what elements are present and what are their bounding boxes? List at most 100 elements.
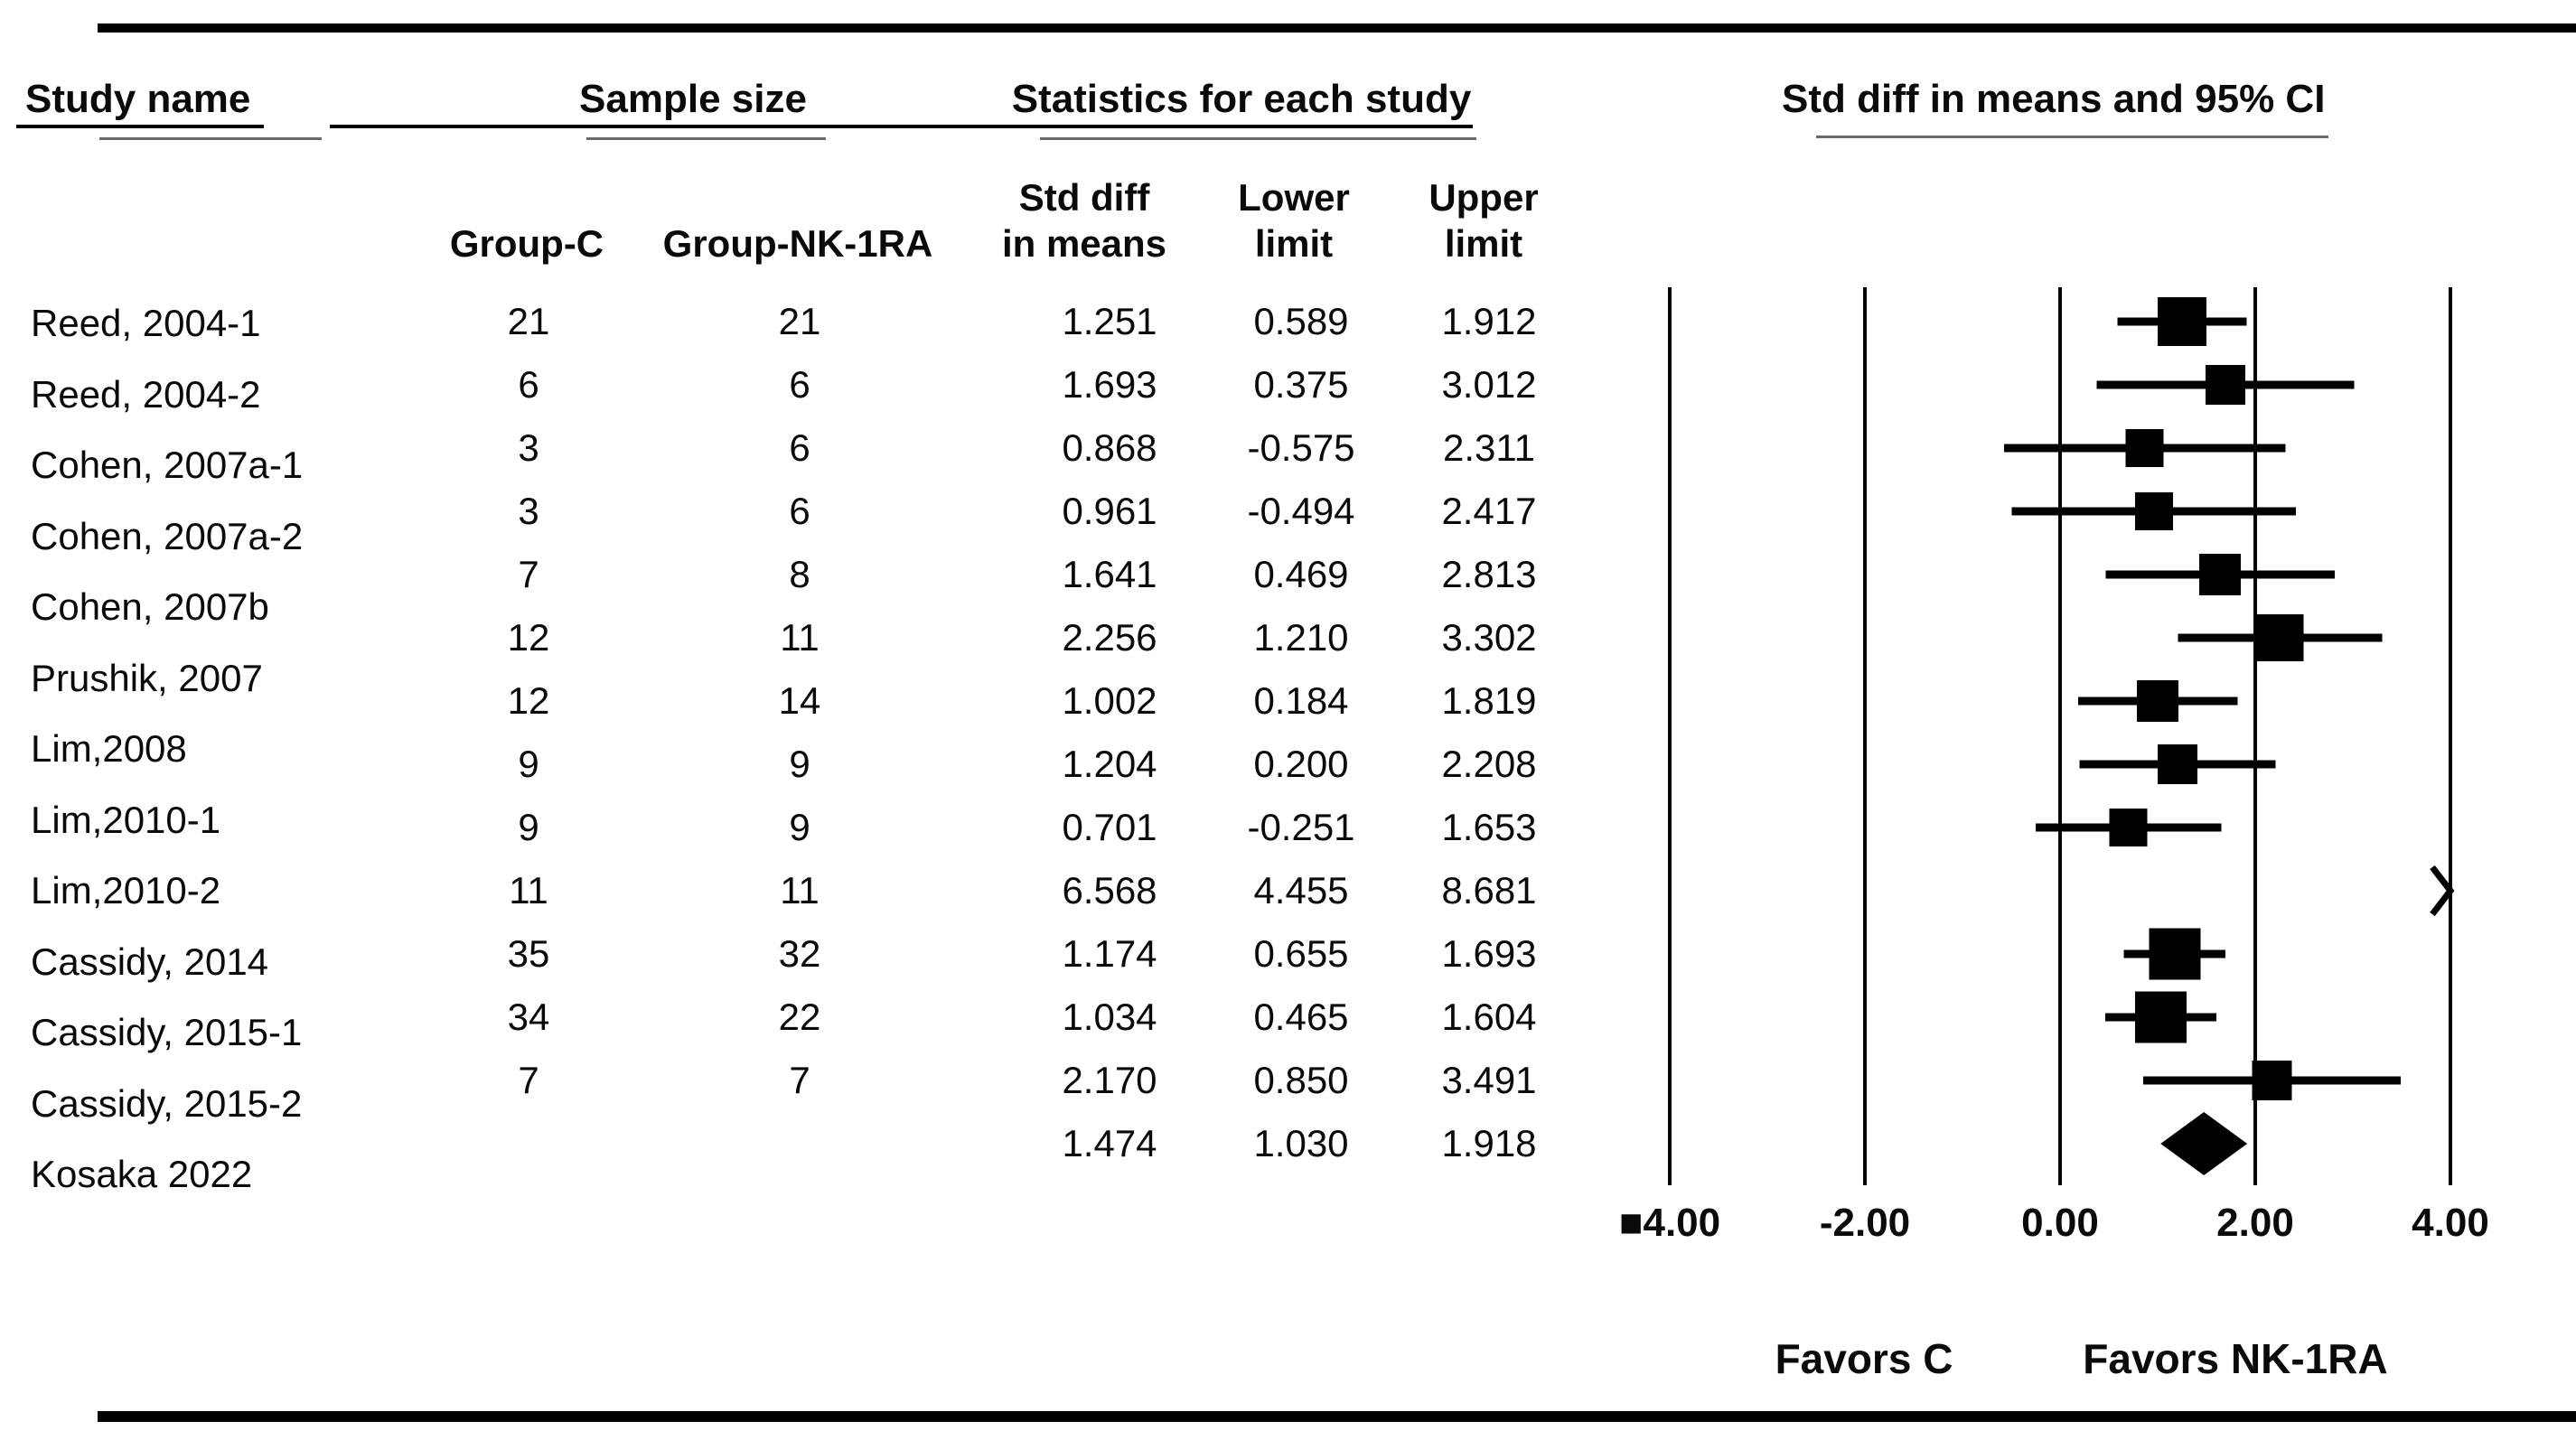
table-cell-lower: 0.850 (1253, 1059, 1349, 1101)
point-estimate-square (2134, 492, 2173, 530)
table-cell-lower: 0.655 (1253, 932, 1349, 975)
table-cell-lower: 0.465 (1253, 996, 1349, 1038)
study-name-label: Lim,2010-1 (31, 798, 221, 841)
table-cell-lower: 0.200 (1253, 743, 1349, 785)
table-cell-group_c: 7 (518, 553, 539, 595)
table-cell-std_diff: 0.701 (1062, 806, 1157, 848)
study-name-label: Reed, 2004-1 (31, 302, 261, 344)
table-cell-std_diff: 2.170 (1062, 1059, 1157, 1101)
point-estimate-square (2125, 429, 2164, 467)
table-cell-lower: 0.184 (1253, 679, 1349, 722)
col-header-std-diff-line1: Std diff (1018, 176, 1150, 219)
study-name-label: Lim,2008 (31, 727, 187, 770)
table-cell-upper: 8.681 (1441, 869, 1537, 912)
table-cell-group_c: 3 (518, 426, 539, 469)
table-cell-upper: 3.302 (1441, 616, 1537, 659)
table-cell-group_nk: 11 (780, 869, 820, 912)
table-cell-group_nk: 11 (780, 616, 820, 659)
table-cell-std_diff: 0.961 (1062, 490, 1157, 532)
col-header-lower-line2: limit (1254, 222, 1334, 265)
table-cell-group_c: 12 (507, 616, 550, 659)
table-cell-group_nk: 32 (778, 932, 821, 975)
col-header-upper-line2: limit (1444, 222, 1523, 265)
point-estimate-square (2137, 680, 2179, 722)
table-cell-std_diff: 1.002 (1062, 679, 1157, 722)
study-name-label: Cohen, 2007a-2 (31, 514, 304, 557)
col-header-group-c: Group-C (449, 222, 604, 265)
summary-cell-upper: 1.918 (1441, 1122, 1537, 1164)
table-cell-group_nk: 21 (778, 300, 821, 342)
study-name-label: Cassidy, 2015-2 (31, 1081, 303, 1125)
offscale-right-arrow (2430, 865, 2455, 917)
axis-tick-label: 0.00 (2021, 1201, 2099, 1245)
column-group-sample-size: Sample size (579, 77, 807, 121)
study-name-label: Reed, 2004-2 (31, 372, 261, 416)
table-cell-upper: 1.604 (1441, 996, 1537, 1038)
table-cell-group_c: 21 (507, 300, 550, 342)
table-cell-lower: 0.375 (1253, 363, 1349, 406)
point-estimate-square (2205, 365, 2245, 405)
summary-diamond (2160, 1112, 2248, 1175)
point-estimate-square (2135, 991, 2187, 1043)
table-cell-lower: 1.210 (1253, 616, 1349, 659)
table-cell-group_nk: 22 (778, 996, 821, 1038)
point-estimate-square (2158, 297, 2207, 346)
summary-cell-lower: 1.030 (1253, 1122, 1349, 1164)
table-cell-upper: 2.813 (1441, 553, 1537, 595)
table-cell-group_c: 12 (507, 679, 550, 722)
col-header-upper-line1: Upper (1429, 176, 1539, 219)
study-name-label: Cassidy, 2014 (31, 940, 269, 983)
study-name-label: Lim,2010-2 (31, 869, 221, 912)
table-cell-group_nk: 6 (789, 426, 810, 469)
table-cell-group_c: 34 (507, 996, 550, 1038)
point-estimate-square (2109, 809, 2148, 846)
axis-tick-label: -2.00 (1820, 1201, 1910, 1245)
top-border-rule (98, 23, 2576, 33)
table-cell-std_diff: 1.251 (1062, 300, 1157, 342)
table-cell-std_diff: 6.568 (1062, 869, 1157, 912)
point-estimate-square (2158, 744, 2198, 784)
study-name-label: Prushik, 2007 (31, 656, 263, 699)
bottom-border-rule (98, 1411, 2576, 1422)
favors-right-label: Favors NK-1RA (2083, 1335, 2387, 1382)
table-cell-lower: 0.469 (1253, 553, 1349, 595)
summary-cell-std_diff: 1.474 (1062, 1122, 1157, 1164)
table-cell-lower: 4.455 (1253, 869, 1349, 912)
table-cell-group_c: 35 (507, 932, 550, 975)
table-cell-upper: 3.491 (1441, 1059, 1537, 1101)
point-estimate-square (2256, 614, 2304, 661)
axis-tick-label: ■4.00 (1619, 1201, 1720, 1245)
study-name-label: Cohen, 2007a-1 (31, 444, 304, 486)
table-cell-group_nk: 6 (789, 363, 810, 406)
underline2-statistics (1040, 137, 1476, 140)
table-cell-upper: 2.311 (1443, 426, 1535, 469)
study-name-label: Kosaka 2022 (31, 1153, 253, 1195)
table-cell-group_c: 11 (509, 869, 548, 912)
column-group-statistics: Statistics for each study (1011, 77, 1472, 121)
col-header-group-nk1ra: Group-NK-1RA (662, 222, 933, 265)
table-cell-upper: 2.208 (1441, 743, 1537, 785)
table-cell-upper: 1.693 (1441, 932, 1537, 975)
table-cell-std_diff: 1.174 (1062, 932, 1157, 975)
point-estimate-square (2149, 928, 2201, 980)
table-cell-lower: -0.251 (1247, 806, 1355, 848)
table-cell-lower: -0.575 (1247, 426, 1355, 469)
table-cell-std_diff: 2.256 (1062, 616, 1157, 659)
table-cell-std_diff: 1.204 (1062, 743, 1157, 785)
table-cell-lower: 0.589 (1253, 300, 1349, 342)
table-cell-upper: 1.653 (1441, 806, 1537, 848)
table-cell-upper: 1.912 (1441, 300, 1537, 342)
table-cell-group_c: 7 (518, 1059, 539, 1101)
table-cell-group_c: 9 (518, 806, 539, 848)
col-header-lower-line1: Lower (1238, 176, 1350, 219)
col-header-std-diff-line2: in means (1001, 222, 1167, 265)
table-cell-lower: -0.494 (1247, 490, 1355, 532)
study-name-label: Cohen, 2007b (31, 585, 269, 628)
table-cell-upper: 3.012 (1441, 363, 1537, 406)
study-name-label: Cassidy, 2015-1 (31, 1011, 303, 1053)
underline-sample-statistics (330, 125, 1473, 128)
table-cell-group_nk: 8 (789, 553, 810, 595)
table-cell-group_c: 6 (518, 363, 539, 406)
table-cell-std_diff: 1.034 (1062, 996, 1157, 1038)
